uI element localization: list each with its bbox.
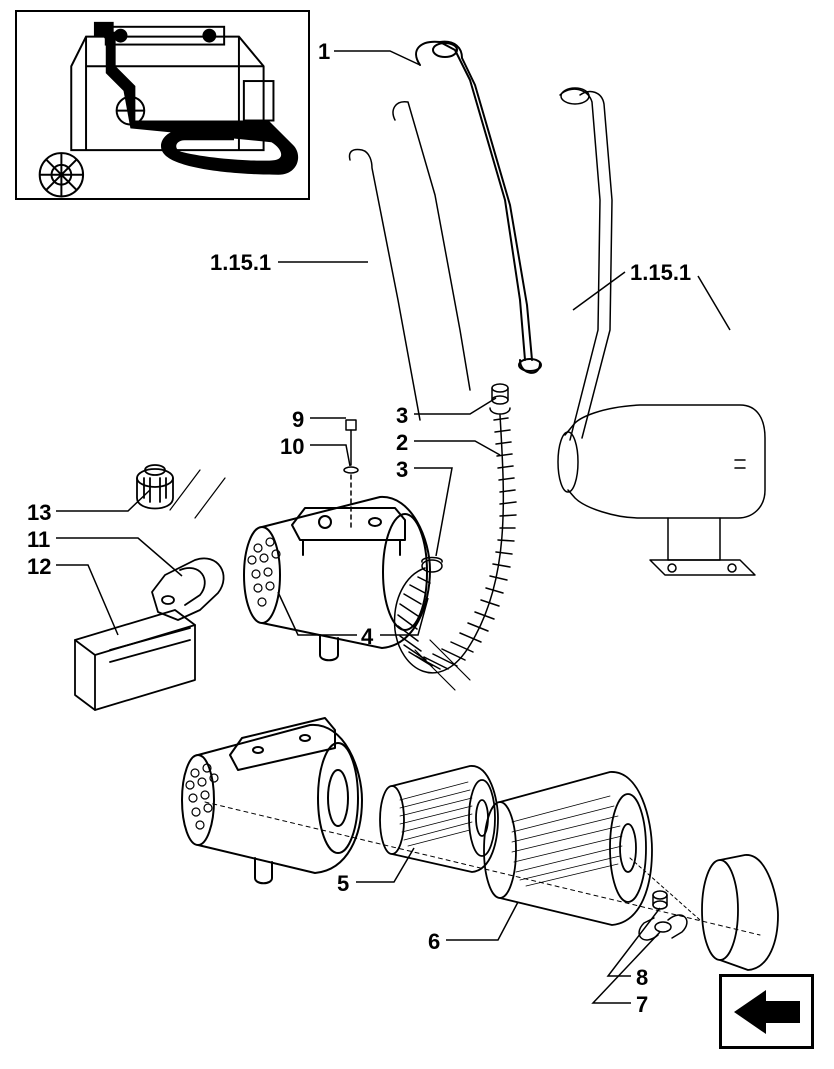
callout-13: 13 xyxy=(27,500,51,526)
callout-5: 5 xyxy=(337,871,349,897)
nav-arrow-button[interactable] xyxy=(719,974,814,1049)
callout-2: 2 xyxy=(396,430,408,456)
arrow-left-icon xyxy=(732,987,802,1037)
callout-3a: 3 xyxy=(396,403,408,429)
callout-11: 11 xyxy=(27,527,50,553)
callout-3b: 3 xyxy=(396,457,408,483)
callout-1: 1 xyxy=(318,39,330,65)
callout-12: 12 xyxy=(27,554,51,580)
callout-10: 10 xyxy=(280,434,304,460)
callout-6: 6 xyxy=(428,929,440,955)
callout-1-15-1b: 1.15.1 xyxy=(630,260,691,286)
callout-8: 8 xyxy=(636,965,648,991)
callout-1-15-1a: 1.15.1 xyxy=(210,250,271,276)
callout-4: 4 xyxy=(361,624,373,650)
exploded-diagram xyxy=(0,0,834,1069)
callout-9: 9 xyxy=(292,407,304,433)
callout-7: 7 xyxy=(636,992,648,1018)
leader-lines xyxy=(56,51,730,1003)
